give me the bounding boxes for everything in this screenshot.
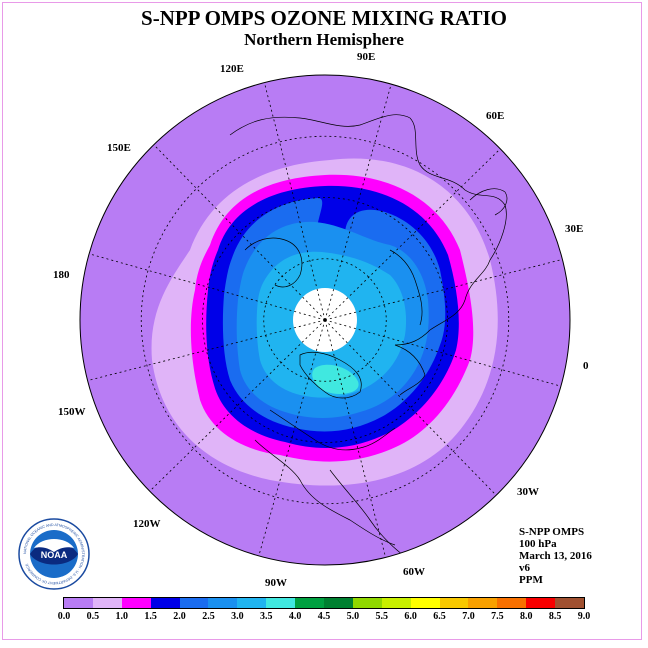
lon-label-120w: 120W <box>133 518 161 530</box>
lon-label-60e: 60E <box>486 110 505 122</box>
latitude-circle <box>140 135 510 505</box>
colorbar-tick-label: 0.5 <box>86 611 100 622</box>
colorbar-segment <box>497 598 527 608</box>
colorbar-segment <box>410 598 440 608</box>
colorbar-tick-label: 8.0 <box>519 611 533 622</box>
colorbar-tick-label: 3.5 <box>259 611 273 622</box>
info-version: v6 <box>519 562 530 574</box>
meridian-line <box>153 144 326 321</box>
colorbar-segment <box>64 598 93 608</box>
meridian-line <box>89 253 326 321</box>
logo-text: NOAA <box>41 550 68 560</box>
latitude-circle <box>202 197 448 443</box>
colorbar-tick-label: 8.5 <box>548 611 562 622</box>
colorbar-tick-label: 5.5 <box>375 611 389 622</box>
colorbar-tick-label: 1.0 <box>115 611 129 622</box>
noaa-logo: NOAA NATIONAL OCEANIC AND ATMOSPHERIC AD… <box>18 518 90 590</box>
contour-3-5 <box>312 364 359 394</box>
meridian-line <box>324 319 387 558</box>
meridian-line <box>258 319 326 556</box>
colorbar <box>63 597 585 609</box>
meridian-line <box>263 82 326 321</box>
colorbar-segment <box>439 598 469 608</box>
colorbar-tick-label: 0.0 <box>57 611 71 622</box>
info-level: 100 hPa <box>519 538 557 550</box>
colorbar-segment <box>468 598 498 608</box>
info-units: PPM <box>519 574 543 586</box>
meridian-line <box>324 148 501 321</box>
product-info: S-NPP OMPS 100 hPa March 13, 2016 v6 PPM <box>519 526 592 586</box>
meridian-line <box>87 319 326 382</box>
map-subtitle: Northern Hemisphere <box>244 30 404 49</box>
colorbar-segment <box>266 598 296 608</box>
graticule <box>87 82 563 558</box>
lon-label-60w: 60W <box>403 566 425 578</box>
colorbar-tick-label: 2.0 <box>173 611 186 622</box>
colorbar-segment <box>324 598 353 608</box>
colorbar-tick-label: 5.0 <box>346 611 360 622</box>
lon-label-30e: 30E <box>565 223 584 235</box>
colorbar-tick-label: 6.5 <box>433 611 446 622</box>
meridian-line <box>324 319 497 496</box>
colorbar-tick-label: 7.0 <box>462 611 475 622</box>
meridian-line <box>324 258 563 321</box>
colorbar-tick-label: 4.0 <box>288 611 302 622</box>
map-title: S-NPP OMPS OZONE MIXING RATIO <box>141 6 507 30</box>
colorbar-tick-label: 7.5 <box>491 611 504 622</box>
colorbar-segment <box>237 598 267 608</box>
meridian-line <box>324 319 561 387</box>
lon-label-180: 180 <box>53 269 70 281</box>
info-date: March 13, 2016 <box>519 550 592 562</box>
colorbar-segment <box>92 598 122 608</box>
colorbar-tick-label: 9.0 <box>577 611 591 622</box>
lon-label-90w: 90W <box>265 577 287 589</box>
page-frame <box>2 2 642 640</box>
colorbar-segment <box>295 598 325 608</box>
info-instrument: S-NPP OMPS <box>519 526 585 538</box>
colorbar-segment <box>121 598 151 608</box>
lon-label-0: 0 <box>583 360 589 372</box>
lon-label-30w: 30W <box>517 486 539 498</box>
lon-label-150w: 150W <box>58 406 86 418</box>
lon-label-90e: 90E <box>357 51 376 63</box>
colorbar-segment <box>381 598 411 608</box>
colorbar-segment <box>352 598 382 608</box>
coastlines <box>229 114 508 561</box>
colorbar-segment <box>208 598 238 608</box>
colorbar-tick-label: 3.0 <box>231 611 244 622</box>
colorbar-tick-label: 2.5 <box>202 611 215 622</box>
colorbar-segment <box>179 598 209 608</box>
meridian-line <box>149 319 326 492</box>
colorbar-segment <box>526 598 556 608</box>
colorbar-segment <box>555 598 585 608</box>
colorbar-tick-label: 1.5 <box>144 611 157 622</box>
latitude-circle <box>263 258 387 382</box>
meridian-line <box>324 84 392 321</box>
colorbar-segment <box>150 598 180 608</box>
colorbar-tick-label: 6.0 <box>404 611 417 622</box>
colorbar-tick-label: 4.5 <box>317 611 331 622</box>
lon-label-150e: 150E <box>107 142 131 154</box>
lon-label-120e: 120E <box>220 63 244 75</box>
